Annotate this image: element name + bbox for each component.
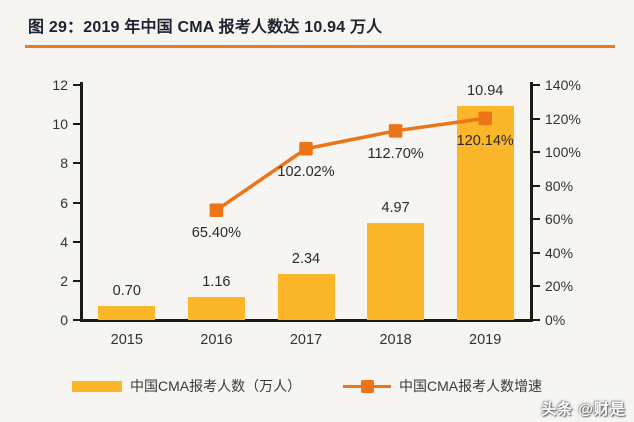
right-axis-tick-label: 120% [545,110,581,127]
x-axis-label-2018: 2018 [379,332,412,348]
line-marker-2017 [299,142,313,156]
left-axis-tick [73,240,80,243]
bar-2018 [367,222,425,320]
bar-value-label-2017: 2.34 [291,251,321,268]
line-marker-2018 [388,124,403,138]
right-axis-tick-label: 140% [545,77,581,93]
bar-2019 [456,105,514,320]
right-axis-tick [532,151,540,154]
growth-label-2016: 65.40% [191,225,241,242]
left-axis-tick [73,84,80,86]
right-axis-tick-label: 100% [545,144,581,161]
left-axis-line [80,82,83,321]
right-axis-tick-label: 20% [545,278,574,295]
left-axis-tick-label: 12 [52,77,68,93]
left-axis-tick-label: 2 [60,272,68,289]
line-marker-2019 [478,111,492,126]
bottom-axis-line [80,319,533,322]
left-axis-tick [73,162,80,165]
left-axis-tick [73,201,80,204]
left-axis-tick [73,319,80,321]
x-axis-label-2017: 2017 [289,332,323,348]
right-axis-tick [532,218,540,221]
right-axis-tick [532,117,540,120]
right-axis-tick [532,184,540,187]
right-axis-tick [532,285,540,288]
growth-label-2017: 102.02% [277,163,335,180]
right-axis-tick-label: 80% [545,177,574,194]
bar-2016 [187,297,245,320]
bar-2017 [277,274,335,320]
left-axis-tick-label: 0 [60,312,68,328]
right-axis-tick-label: 40% [545,244,574,261]
right-axis-tick [532,319,540,321]
watermark: 头条 @财是 [541,401,626,418]
left-axis-tick-label: 8 [60,155,68,172]
bar-value-label-2015: 0.70 [112,283,141,300]
bar-2015 [98,306,156,320]
bar-series-swatch [72,380,122,392]
growth-label-2019: 120.14% [456,133,514,150]
right-axis-tick [532,84,540,86]
bar-value-label-2016: 1.16 [202,274,231,291]
left-axis-tick-label: 6 [60,194,68,211]
right-axis-tick-label: 60% [545,211,574,228]
right-axis-line [530,82,533,321]
legend-label-line-series: 中国CMA报考人数增速 [399,378,543,394]
title-underline [25,45,615,48]
legend-item-line-series: 中国CMA报考人数增速 [343,376,542,396]
growth-label-2018: 112.70% [367,145,424,162]
x-axis-label-2015: 2015 [110,332,143,348]
right-axis-tick [532,251,540,254]
growth-line-chart [209,111,492,217]
chart-title: 图 29：2019 年中国 CMA 报考人数达 10.94 万人 [28,19,383,36]
x-axis-label-2016: 2016 [200,332,233,348]
left-axis-tick-label: 10 [52,116,68,133]
legend-label-bar-series: 中国CMA报考人数（万人） [130,378,302,394]
bar-value-label-2019: 10.94 [467,82,504,99]
line-series-swatch [343,379,391,393]
left-axis-tick [73,123,80,126]
x-axis-label-2019: 2019 [469,332,502,348]
legend-item-bar-series: 中国CMA报考人数（万人） [72,376,301,396]
right-axis-tick-label: 0% [545,312,566,328]
line-marker-2016 [209,203,224,217]
growth-line [215,116,486,212]
left-axis-tick [73,279,80,282]
left-axis-tick-label: 4 [60,233,68,250]
bar-value-label-2018: 4.97 [381,199,410,216]
